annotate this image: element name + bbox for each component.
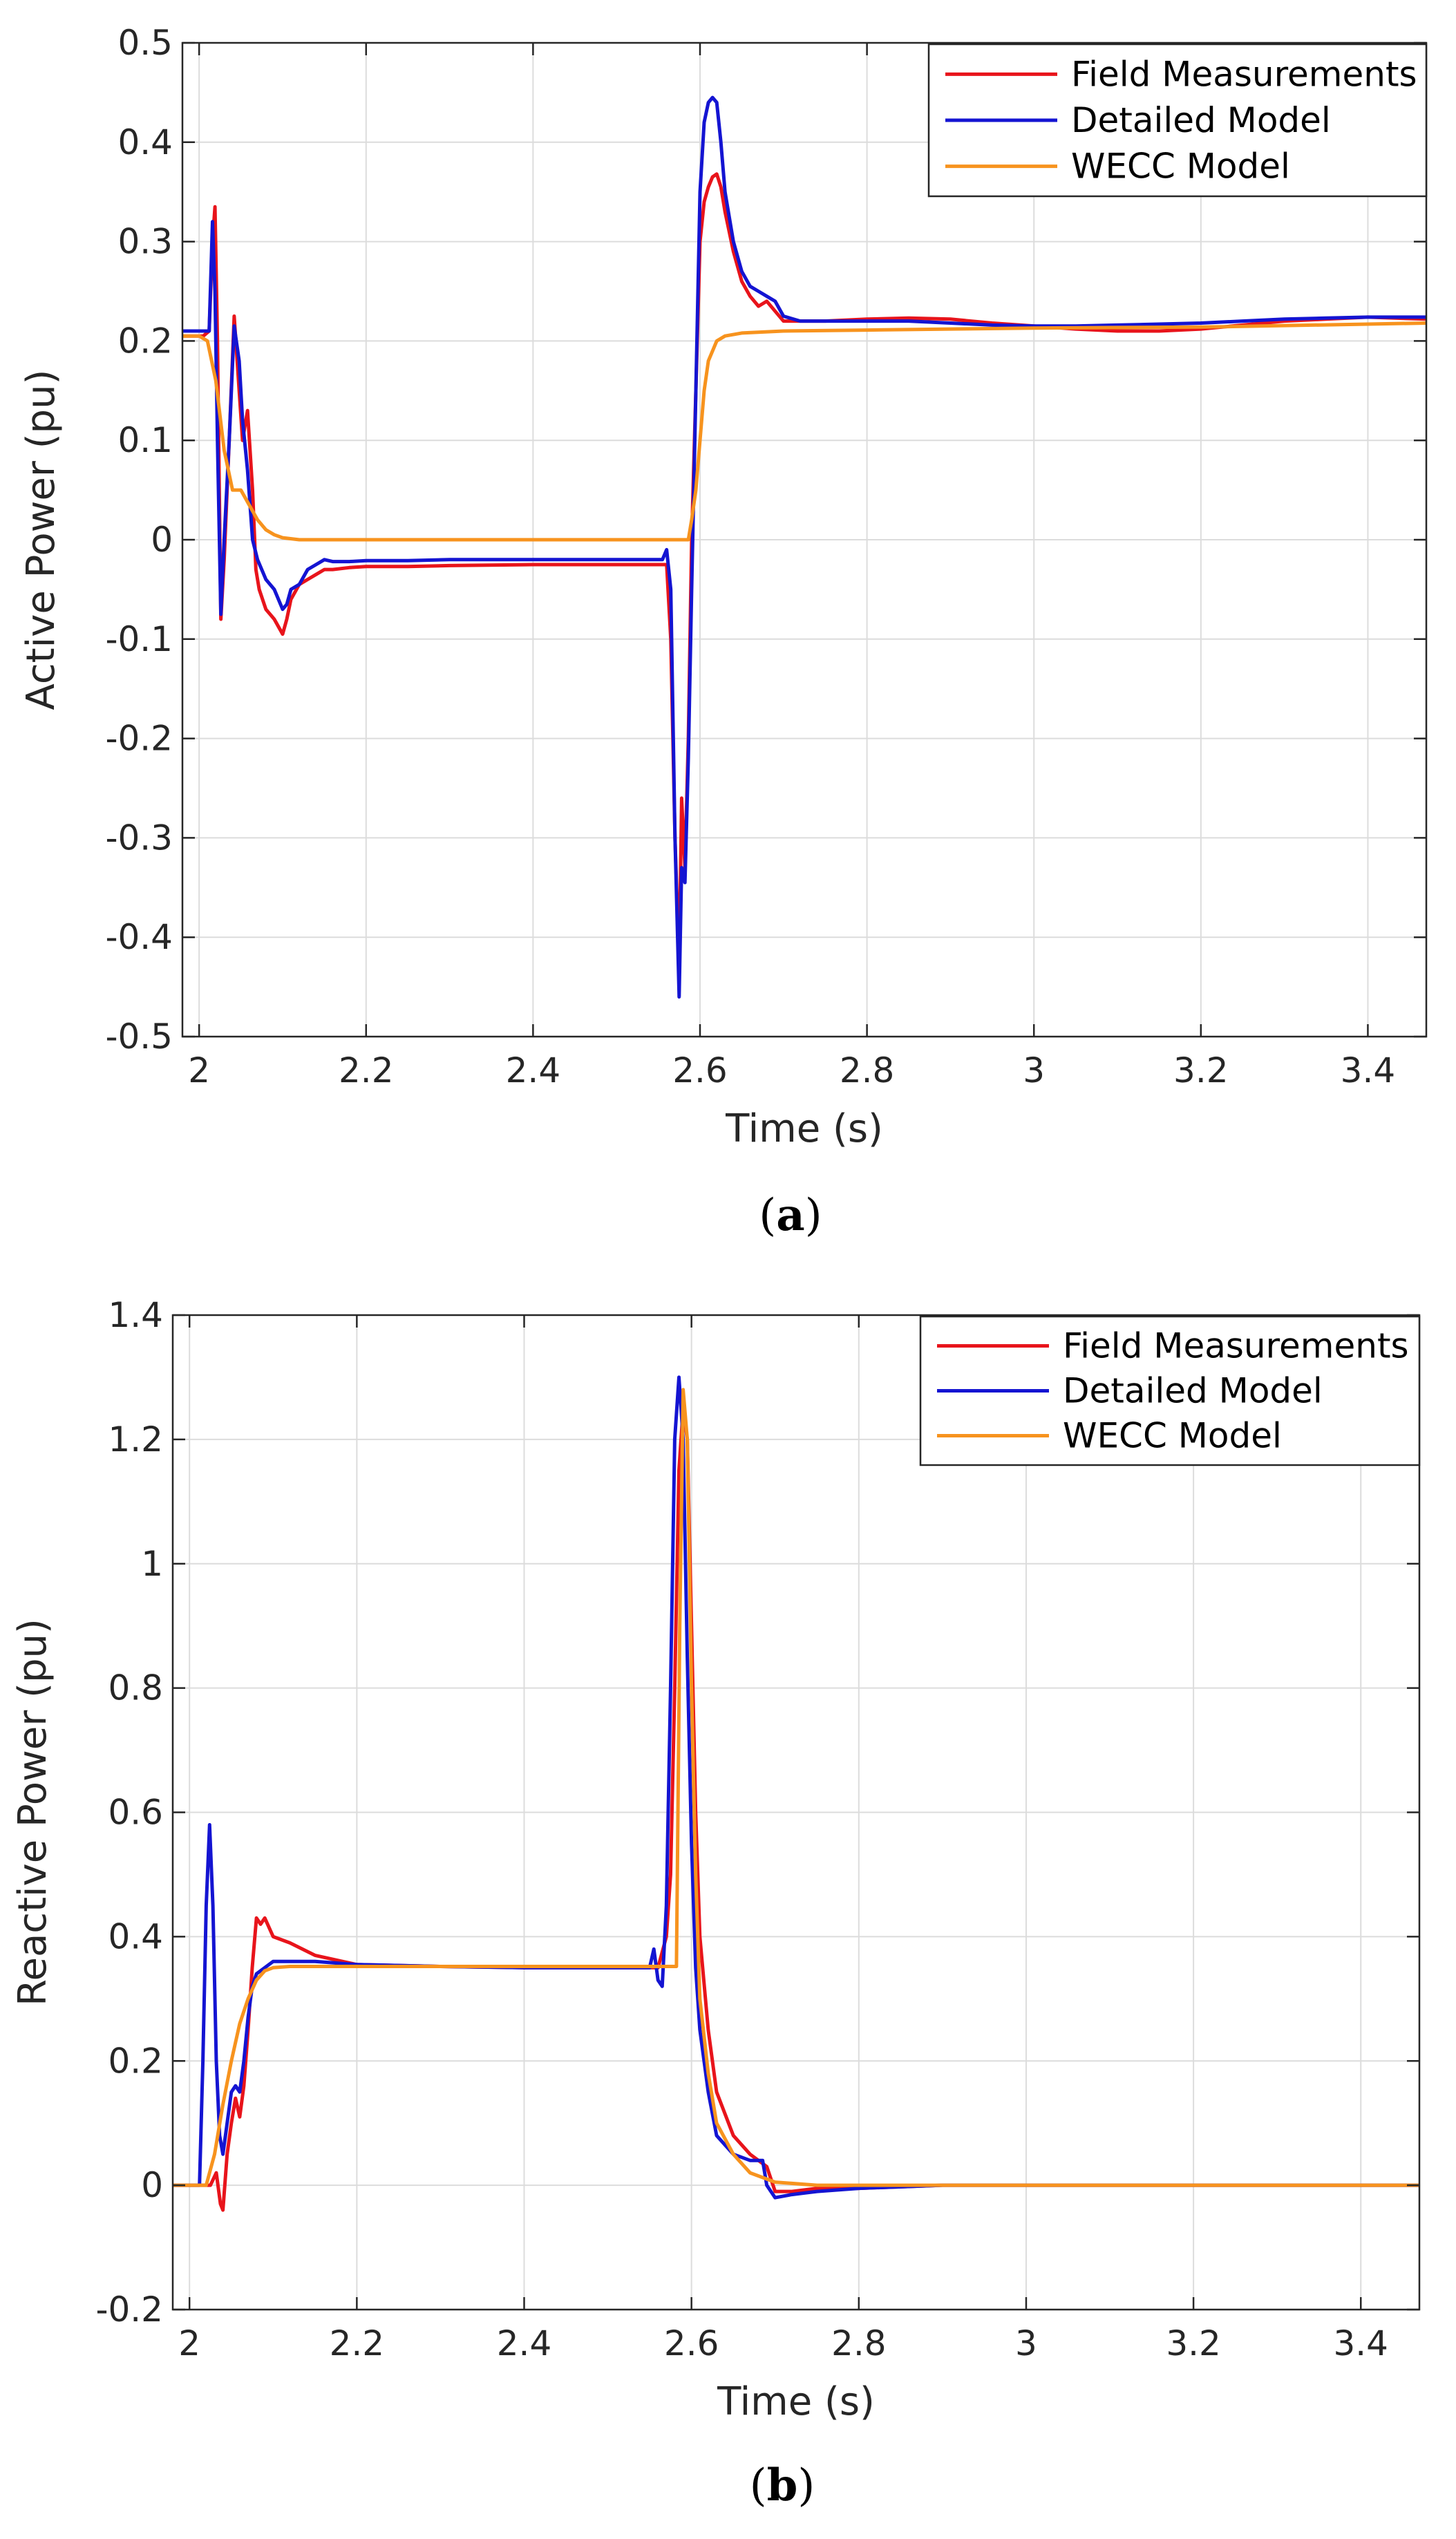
y-tick-label-a-9: 0.4 (117, 122, 173, 162)
y-axis-label-a: Active Power (pu) (19, 370, 64, 710)
y-tick-label-a-2: -0.3 (105, 818, 173, 858)
y-tick-label-b-8: 1.4 (108, 1295, 163, 1335)
x-tick-label-a-1: 2.2 (339, 1050, 394, 1091)
x-tick-label-a-7: 3.4 (1341, 1050, 1396, 1091)
panel-a: 2 2.2 2.4 2.6 2.8 3 3.2 3.4 -0.5 -0.4 -0.3 -0.2 -0.1… (19, 23, 1428, 1241)
y-tick-label-a-0: -0.5 (105, 1017, 173, 1057)
x-tick-label-b-4: 2.8 (831, 2323, 887, 2363)
y-tick-label-a-7: 0.2 (117, 321, 173, 361)
x-tick-label-b-2: 2.4 (497, 2323, 552, 2363)
legend-b: Field Measurements Detailed Model WECC Mod… (919, 1315, 1421, 1466)
y-tick-label-a-5: 0 (151, 520, 173, 560)
legend-label-b-2: WECC Model (1063, 1416, 1282, 1456)
x-tick-label-b-7: 3.4 (1333, 2323, 1388, 2363)
series-line-b-wecc-model (173, 1388, 1419, 2187)
legend-label-a-1: Detailed Model (1071, 100, 1331, 140)
panel-b: 2 2.2 2.4 2.6 2.8 3 3.2 3.4 -0.2 0 0.2 0.4 0.6 0.8 1 1.… (10, 1295, 1421, 2511)
x-tick-label-a-5: 3 (1023, 1050, 1045, 1091)
y-tick-label-b-2: 0.2 (108, 2041, 163, 2081)
x-axis-label-a: Time (s) (725, 1106, 883, 1151)
y-tick-label-b-4: 0.6 (108, 1793, 163, 1833)
legend-label-b-1: Detailed Model (1063, 1371, 1323, 1411)
caption-letter-a: a (776, 1189, 804, 1241)
y-tick-label-b-6: 1 (141, 1544, 163, 1584)
y-tick-label-b-5: 0.8 (108, 1668, 163, 1708)
series-group-a (182, 95, 1426, 999)
x-tick-label-b-0: 2 (178, 2323, 200, 2363)
caption-a: (a) (759, 1189, 822, 1241)
legend-label-a-0: Field Measurements (1071, 54, 1417, 94)
y-tick-label-a-1: -0.4 (105, 917, 173, 957)
y-tick-label-b-3: 0.4 (108, 1916, 163, 1956)
x-tick-label-b-5: 3 (1015, 2323, 1037, 2363)
series-group-b (173, 1375, 1419, 2212)
y-tick-label-b-7: 1.2 (108, 1419, 163, 1460)
y-tick-label-a-10: 0.5 (117, 23, 173, 63)
y-tick-label-a-3: -0.2 (105, 719, 173, 759)
series-line-a-detailed-model (182, 95, 1426, 999)
legend-label-b-0: Field Measurements (1063, 1326, 1409, 1366)
y-axis-label-b: Reactive Power (pu) (10, 1618, 55, 2006)
caption-close-a: ) (805, 1190, 822, 1241)
y-tick-label-b-0: -0.2 (95, 2290, 163, 2330)
caption-letter-b: b (767, 2460, 798, 2511)
caption-open-a: ( (759, 1190, 776, 1241)
x-tick-label-b-6: 3.2 (1166, 2323, 1221, 2363)
x-tick-label-a-3: 2.6 (672, 1050, 728, 1091)
y-tick-label-a-6: 0.1 (117, 420, 173, 460)
series-line-a-wecc-model (182, 321, 1426, 542)
x-tick-label-b-3: 2.6 (664, 2323, 719, 2363)
caption-b: (b) (750, 2460, 815, 2511)
x-tick-label-a-0: 2 (188, 1050, 210, 1091)
x-tick-label-a-2: 2.4 (506, 1050, 561, 1091)
x-tick-label-b-1: 2.2 (330, 2323, 385, 2363)
caption-open-b: ( (750, 2460, 767, 2511)
y-tick-label-a-8: 0.3 (117, 222, 173, 262)
y-tick-label-a-4: -0.1 (105, 619, 173, 659)
x-tick-label-a-6: 3.2 (1173, 1050, 1229, 1091)
y-tick-label-b-1: 0 (141, 2165, 163, 2205)
x-axis-label-b: Time (s) (717, 2379, 875, 2424)
legend-a: Field Measurements Detailed Model WECC Mod… (927, 43, 1428, 198)
x-tick-label-a-4: 2.8 (840, 1050, 895, 1091)
caption-close-b: ) (797, 2460, 815, 2511)
legend-label-a-2: WECC Model (1071, 147, 1290, 187)
